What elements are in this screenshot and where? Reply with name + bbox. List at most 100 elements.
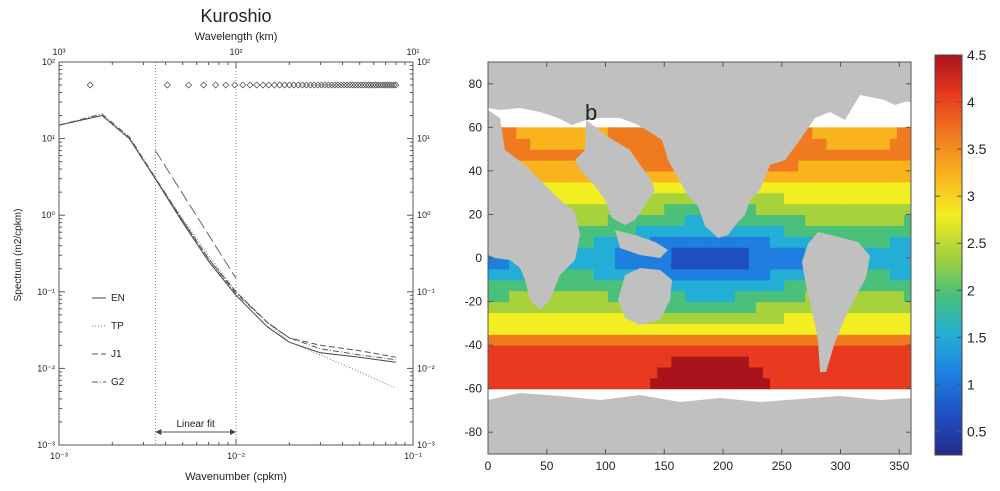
heatmap-cell bbox=[903, 279, 911, 292]
heatmap-cell bbox=[600, 236, 609, 248]
heatmap-cell bbox=[896, 181, 905, 194]
heatmap-cell bbox=[798, 149, 806, 161]
heatmap-cell bbox=[755, 345, 764, 357]
heatmap-cell bbox=[650, 377, 658, 390]
x-tick-label: 10⁻³ bbox=[50, 451, 68, 461]
heatmap-cell bbox=[805, 345, 813, 357]
heatmap-cell bbox=[882, 170, 891, 183]
heatmap-cell bbox=[868, 323, 877, 335]
heatmap-cell bbox=[889, 225, 898, 237]
heatmap-cell bbox=[678, 345, 686, 357]
heatmap-cell bbox=[692, 290, 701, 303]
heatmap-cell bbox=[777, 334, 785, 346]
diamond-marker bbox=[334, 81, 342, 89]
heatmap-cell bbox=[671, 334, 679, 346]
series-line-tp bbox=[58, 114, 397, 389]
heatmap-cell bbox=[798, 247, 806, 259]
heatmap-cell bbox=[861, 170, 870, 183]
heatmap-cell bbox=[537, 334, 545, 346]
heatmap-cell bbox=[572, 127, 581, 139]
heatmap-cell bbox=[614, 356, 623, 368]
heatmap-cell bbox=[516, 290, 524, 303]
map-x-tick-label: 150 bbox=[654, 459, 674, 473]
heatmap-cell bbox=[650, 181, 658, 194]
heatmap-cell bbox=[770, 356, 778, 368]
heatmap-cell bbox=[678, 214, 686, 226]
heatmap-cell bbox=[579, 181, 588, 194]
legend-label-j1: J1 bbox=[111, 349, 122, 360]
heatmap-cell bbox=[847, 138, 856, 150]
heatmap-cell bbox=[713, 345, 722, 357]
heatmap-cell bbox=[629, 258, 637, 270]
heatmap-cell bbox=[861, 203, 870, 216]
heatmap-cell bbox=[586, 192, 595, 205]
heatmap-cell bbox=[643, 138, 651, 150]
heatmap-cell bbox=[621, 366, 630, 379]
heatmap-cell bbox=[713, 290, 722, 303]
heatmap-cell bbox=[671, 247, 679, 259]
heatmap-cell bbox=[586, 268, 595, 281]
heatmap-cell bbox=[692, 247, 701, 259]
heatmap-cell bbox=[755, 268, 764, 281]
heatmap-cell bbox=[713, 268, 722, 281]
diamond-marker bbox=[253, 81, 261, 89]
heatmap-cell bbox=[629, 323, 637, 335]
heatmap-cell bbox=[607, 247, 616, 259]
heatmap-cell bbox=[685, 301, 694, 314]
heatmap-cell bbox=[551, 301, 560, 314]
heatmap-cell bbox=[777, 366, 785, 379]
heatmap-cell bbox=[614, 290, 623, 303]
heatmap-cell bbox=[699, 366, 708, 379]
heatmap-cell bbox=[840, 377, 849, 390]
heatmap-cell bbox=[784, 312, 792, 324]
heatmap-cell bbox=[805, 334, 813, 346]
map-y-tick-label: 40 bbox=[469, 164, 483, 178]
heatmap-cell bbox=[833, 345, 842, 357]
heatmap-cell bbox=[607, 312, 616, 324]
indonesia-land bbox=[615, 230, 668, 258]
heatmap-cell bbox=[755, 247, 764, 259]
heatmap-cell bbox=[657, 192, 665, 205]
heatmap-cell bbox=[847, 149, 856, 161]
heatmap-cell bbox=[579, 170, 588, 183]
heatmap-cell bbox=[600, 377, 609, 390]
heatmap-cell bbox=[671, 181, 679, 194]
heatmap-cell bbox=[572, 149, 581, 161]
heatmap-cell bbox=[586, 356, 595, 368]
heatmap-cell bbox=[896, 366, 905, 379]
heatmap-cell bbox=[748, 377, 757, 390]
heatmap-cell bbox=[579, 203, 588, 216]
heatmap-cell bbox=[558, 138, 567, 150]
heatmap-cell bbox=[741, 301, 750, 314]
heatmap-cell bbox=[734, 345, 743, 357]
heatmap-cell bbox=[699, 312, 708, 324]
heatmap-cell bbox=[903, 301, 911, 314]
heatmap-cell bbox=[706, 225, 715, 237]
colorbar-tick-labels: 0.5 1 1.5 2 2.5 3 3.5 4 4.5 bbox=[967, 47, 987, 439]
heatmap-cell bbox=[777, 356, 785, 368]
heatmap-cell bbox=[692, 236, 701, 248]
heatmap-cell bbox=[791, 258, 799, 270]
heatmap-cell bbox=[579, 214, 588, 226]
heatmap-cell bbox=[861, 181, 870, 194]
heatmap-cell bbox=[629, 127, 637, 139]
heatmap-cell bbox=[678, 258, 686, 270]
heatmap-cell bbox=[685, 290, 694, 303]
heatmap-cell bbox=[579, 225, 588, 237]
heatmap-cell bbox=[762, 203, 771, 216]
heatmap-cell bbox=[791, 290, 799, 303]
heatmap-cell bbox=[664, 301, 672, 314]
heatmap-cell bbox=[896, 225, 905, 237]
heatmap-cell bbox=[558, 170, 567, 183]
heatmap-cell bbox=[621, 138, 630, 150]
heatmap-cell bbox=[678, 203, 686, 216]
heatmap-cell bbox=[854, 149, 863, 161]
heatmap-cell bbox=[488, 345, 496, 357]
heatmap-cell bbox=[847, 323, 856, 335]
heatmap-cell bbox=[593, 377, 602, 390]
heatmap-cell bbox=[502, 268, 510, 281]
heatmap-cell bbox=[889, 170, 898, 183]
heatmap-cell bbox=[826, 138, 835, 150]
heatmap-cell bbox=[657, 225, 665, 237]
heatmap-cell bbox=[840, 366, 849, 379]
